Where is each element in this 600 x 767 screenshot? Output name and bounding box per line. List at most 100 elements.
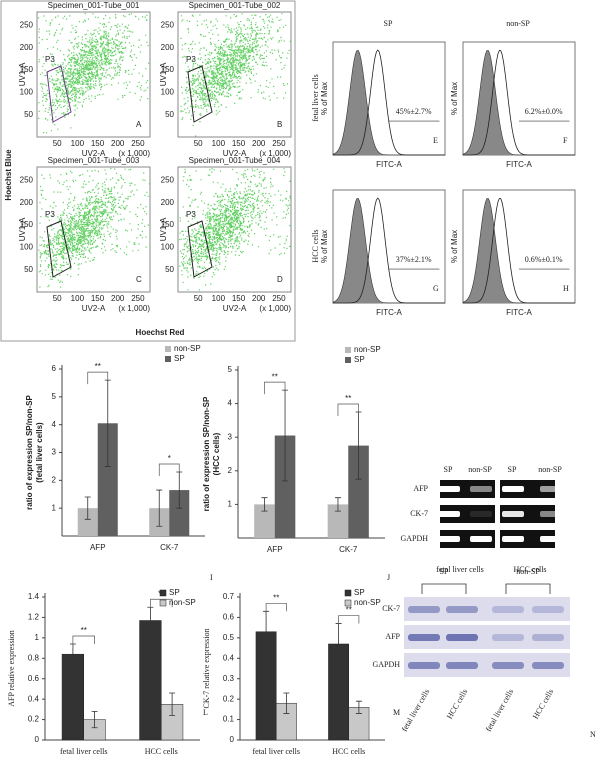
- panel-letter: B: [277, 120, 282, 129]
- panel-letter: F: [563, 136, 568, 145]
- y-tick-label: 4: [52, 420, 57, 429]
- y-tick-label: 1.4: [28, 592, 40, 601]
- y-tick-label: 0.3: [223, 674, 235, 683]
- tick-label: 200: [20, 198, 34, 207]
- tick-label: 200: [252, 139, 266, 148]
- axis-label: UV2-A: [223, 304, 247, 313]
- y-tick-label: 2: [228, 466, 233, 475]
- legend-swatch: [345, 357, 351, 363]
- legend-label: SP: [169, 588, 180, 597]
- error-bar: [261, 497, 268, 512]
- gel-strip: [500, 530, 555, 548]
- scale-label: (x 1,000): [118, 304, 150, 313]
- band: [540, 511, 562, 517]
- axis-label: % of Max: [320, 230, 329, 263]
- axis-label: % of Max: [320, 82, 329, 115]
- bar: [97, 423, 118, 536]
- axis-label: UV1-A: [159, 62, 168, 86]
- tick-label: 250: [20, 176, 34, 185]
- y-tick-label: 1: [228, 500, 233, 509]
- y-tick-label: 0.7: [223, 592, 235, 601]
- panel-letter: E: [433, 136, 438, 145]
- tick-label: 150: [91, 139, 105, 148]
- error-bar: [156, 489, 163, 527]
- band: [408, 634, 440, 641]
- x-tick-label: AFP: [267, 545, 283, 554]
- lane-label: SP: [444, 465, 453, 474]
- y-tick-label: 0.6: [28, 674, 40, 683]
- y-tick-label: 5: [228, 365, 233, 374]
- significance-bracket: [150, 598, 173, 612]
- significance: **: [272, 372, 278, 381]
- lane-label: SP: [508, 465, 517, 474]
- legend-swatch: [344, 599, 352, 607]
- tick-label: 100: [71, 294, 85, 303]
- band: [438, 536, 460, 542]
- band: [470, 511, 492, 517]
- y-axis-title: ratio of expression SP/non-SP: [202, 396, 211, 511]
- legend-label: SP: [354, 588, 365, 597]
- axis-label: UV1-A: [18, 217, 27, 241]
- panel-title: Specimen_001-Tube_001: [48, 1, 140, 10]
- panel-letter: H: [563, 284, 569, 293]
- gate-label: P3: [45, 55, 55, 64]
- band: [438, 486, 460, 492]
- error-bar: [355, 700, 362, 714]
- y-tick-label: 0.6: [223, 613, 235, 622]
- band: [492, 634, 524, 641]
- tick-label: 150: [91, 294, 105, 303]
- tick-label: 150: [232, 294, 246, 303]
- tick-label: 50: [165, 265, 174, 274]
- error-bar: [91, 711, 98, 729]
- stained-peak: [463, 49, 575, 156]
- column-title: SP: [384, 19, 393, 28]
- tick-label: 150: [232, 139, 246, 148]
- group-bracket: [505, 583, 551, 594]
- tick-label: 200: [111, 294, 125, 303]
- tick-label: 50: [165, 110, 174, 119]
- bar: [77, 508, 98, 536]
- stained-peak: [463, 197, 575, 304]
- panel-letter: L: [203, 708, 208, 717]
- column-title: non-SP: [506, 19, 530, 28]
- bar: [274, 435, 296, 538]
- y-tick-label: 0: [35, 735, 40, 744]
- band: [532, 606, 564, 613]
- gate-label: P3: [186, 55, 196, 64]
- tick-label: 100: [20, 87, 34, 96]
- row-label: GAPDH: [400, 534, 428, 543]
- tick-label: 50: [53, 294, 62, 303]
- axis-label: UV2-A: [82, 304, 106, 313]
- bar: [254, 504, 275, 538]
- tick-label: 150: [20, 220, 34, 229]
- x-tick-label: fetal liver cells: [252, 747, 300, 756]
- tick-label: 200: [20, 43, 34, 52]
- row-label: AFP: [413, 484, 428, 493]
- stained-peak: [333, 197, 445, 304]
- bar: [139, 620, 162, 741]
- group-label: HCC cells: [513, 565, 546, 574]
- error-bar: [84, 496, 91, 520]
- scale-label: (x 1,000): [259, 149, 291, 158]
- y-tick-label: 0.5: [223, 633, 235, 642]
- pct-label: 6.2%±0.0%: [525, 107, 563, 116]
- tick-label: 50: [194, 294, 203, 303]
- legend-label: non-SP: [354, 345, 381, 354]
- band: [532, 634, 564, 641]
- row-label: AFP: [385, 632, 400, 641]
- gate: [46, 220, 72, 278]
- gate: [187, 65, 213, 123]
- axis-label: % of Max: [450, 230, 459, 263]
- significance: **: [273, 593, 279, 602]
- panel-title: Specimen_001-Tube_002: [189, 1, 281, 10]
- legend-swatch: [165, 346, 171, 352]
- significance: **: [95, 362, 101, 371]
- band: [446, 606, 478, 613]
- tick-label: 250: [161, 176, 175, 185]
- axis-label: UV2-A: [82, 149, 106, 158]
- y-tick-label: 1.2: [28, 613, 40, 622]
- lane-label: non-SP: [538, 465, 562, 474]
- band: [502, 486, 524, 492]
- band: [502, 511, 524, 517]
